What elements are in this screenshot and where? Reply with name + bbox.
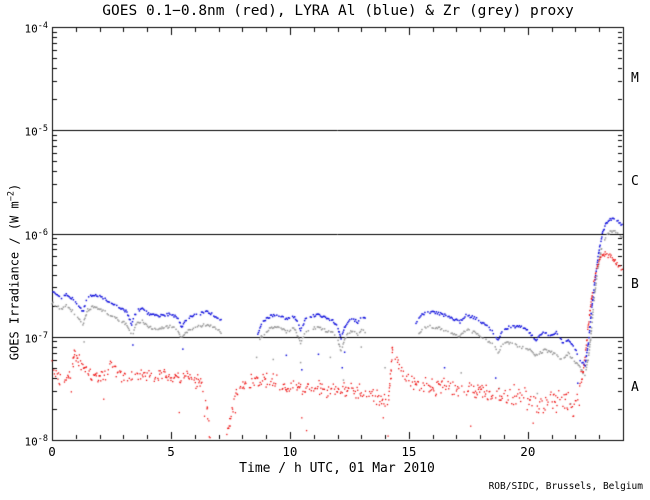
x-tick-label-20: 20	[520, 444, 536, 459]
x-tick-label-5: 5	[167, 444, 175, 459]
x-tick-label-10: 10	[282, 444, 298, 459]
y-tick-label-10e-4: 10-4	[24, 21, 49, 36]
credit-text: ROB/SIDC, Brussels, Belgium	[488, 481, 643, 492]
x-axis-title: Time / h UTC, 01 Mar 2010	[239, 461, 435, 476]
y-tick-label-10e-7: 10-7	[24, 330, 49, 346]
y-tick-label-10e-6: 10-6	[24, 227, 49, 243]
flare-class-label-M: M	[631, 70, 639, 86]
chart-title: GOES 0.1−0.8nm (red), LYRA Al (blue) & Z…	[102, 3, 574, 19]
y-tick-label-10e-8: 10-8	[24, 434, 49, 449]
flare-class-label-A: A	[631, 380, 639, 396]
y-axis-title-close: )	[7, 183, 22, 192]
flare-class-label-B: B	[631, 277, 639, 293]
y-axis-title-exponent: −2	[6, 191, 17, 202]
x-tick-label-15: 15	[401, 444, 417, 459]
x-tick-label-0: 0	[48, 444, 56, 459]
y-tick-label-10e-5: 10-5	[24, 124, 49, 139]
flare-class-label-C: C	[631, 173, 639, 189]
